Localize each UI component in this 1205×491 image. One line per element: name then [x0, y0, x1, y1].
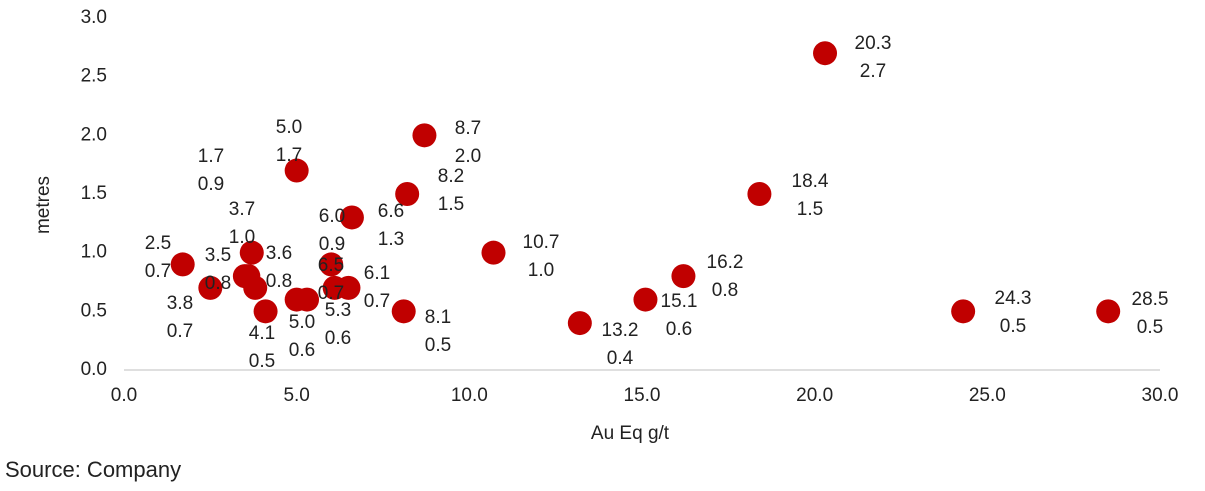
x-value-label: 28.5 — [1132, 289, 1169, 310]
x-tick-label: 20.0 — [796, 385, 833, 406]
y-value-label: 1.0 — [528, 260, 554, 281]
x-value-label: 1.7 — [198, 146, 224, 167]
point — [336, 275, 361, 300]
x-value-label: 15.1 — [661, 291, 698, 312]
point — [567, 311, 592, 336]
x-tick-label: 0.0 — [111, 385, 137, 406]
y-value-label: 0.7 — [145, 261, 171, 282]
y-value-label: 0.6 — [289, 340, 315, 361]
x-value-label: 6.6 — [378, 201, 404, 222]
y-value-label: 0.5 — [1137, 317, 1163, 338]
y-value-label: 0.5 — [425, 335, 451, 356]
y-value-label: 1.3 — [378, 229, 404, 250]
x-tick-label: 25.0 — [969, 385, 1006, 406]
y-value-label: 0.5 — [249, 351, 275, 372]
point — [1096, 299, 1121, 324]
x-value-label: 3.8 — [167, 293, 193, 314]
y-tick-label: 1.0 — [81, 242, 107, 263]
y-value-label: 0.6 — [325, 328, 351, 349]
x-value-label: 10.7 — [523, 232, 560, 253]
point — [295, 287, 320, 312]
y-axis-title: metres — [33, 176, 54, 234]
x-value-label: 18.4 — [792, 171, 829, 192]
x-value-label: 4.1 — [249, 323, 275, 344]
point — [747, 182, 772, 206]
y-value-label: 0.8 — [205, 273, 231, 294]
y-value-label: 1.5 — [797, 199, 823, 220]
y-value-label: 0.5 — [1000, 316, 1026, 337]
x-value-label: 20.3 — [855, 33, 892, 54]
y-value-label: 0.7 — [167, 321, 193, 342]
point — [412, 123, 437, 148]
point — [243, 275, 268, 300]
point — [339, 205, 364, 230]
x-value-label: 8.2 — [438, 166, 464, 187]
y-value-label: 0.8 — [266, 271, 292, 292]
x-value-label: 3.5 — [205, 245, 231, 266]
point — [481, 240, 506, 265]
x-tick-label: 10.0 — [451, 385, 488, 406]
point — [813, 41, 838, 66]
point — [239, 240, 264, 265]
y-value-label: 1.5 — [438, 194, 464, 215]
x-value-label: 6.5 — [318, 255, 344, 276]
x-value-label: 8.7 — [455, 118, 481, 139]
x-tick-label: 15.0 — [624, 385, 661, 406]
x-value-label: 3.7 — [229, 199, 255, 220]
point — [284, 158, 309, 183]
point — [395, 182, 420, 206]
x-value-label: 13.2 — [602, 320, 639, 341]
x-value-label: 5.0 — [289, 312, 315, 333]
point — [253, 299, 278, 324]
point — [391, 299, 416, 324]
x-value-label: 16.2 — [707, 252, 744, 273]
y-value-label: 2.7 — [860, 61, 886, 82]
y-tick-label: 1.5 — [81, 183, 107, 204]
y-tick-label: 0.0 — [81, 359, 107, 380]
point — [633, 287, 658, 312]
x-value-label: 3.6 — [266, 243, 292, 264]
source-note: Source: Company — [5, 457, 181, 482]
y-value-label: 0.9 — [198, 174, 224, 195]
y-value-label: 1.7 — [276, 145, 302, 166]
y-tick-label: 0.5 — [81, 300, 107, 321]
y-value-label: 2.0 — [455, 146, 481, 167]
point — [198, 275, 223, 300]
y-tick-label: 3.0 — [81, 7, 107, 28]
x-tick-label: 5.0 — [283, 385, 309, 406]
x-value-label: 6.1 — [364, 263, 390, 284]
point — [671, 264, 696, 289]
x-axis-title: Au Eq g/t — [591, 423, 670, 444]
point — [319, 252, 344, 277]
y-value-label: 1.0 — [229, 227, 255, 248]
x-value-label: 24.3 — [995, 288, 1032, 309]
y-value-label: 0.7 — [364, 291, 390, 312]
y-value-label: 0.6 — [666, 319, 692, 340]
x-value-label: 5.3 — [325, 300, 351, 321]
y-value-label: 0.4 — [607, 348, 634, 369]
x-value-label: 8.1 — [425, 307, 451, 328]
x-value-label: 6.0 — [319, 206, 345, 227]
y-value-label: 0.8 — [712, 280, 738, 301]
y-tick-label: 2.0 — [81, 124, 107, 145]
x-value-label: 5.0 — [276, 117, 302, 138]
x-value-label: 2.5 — [145, 233, 171, 254]
y-value-label: 0.9 — [319, 234, 345, 255]
y-value-label: 0.7 — [318, 283, 344, 304]
point — [170, 252, 195, 277]
x-tick-label: 30.0 — [1142, 385, 1179, 406]
y-tick-label: 2.5 — [81, 66, 107, 87]
point — [951, 299, 976, 324]
